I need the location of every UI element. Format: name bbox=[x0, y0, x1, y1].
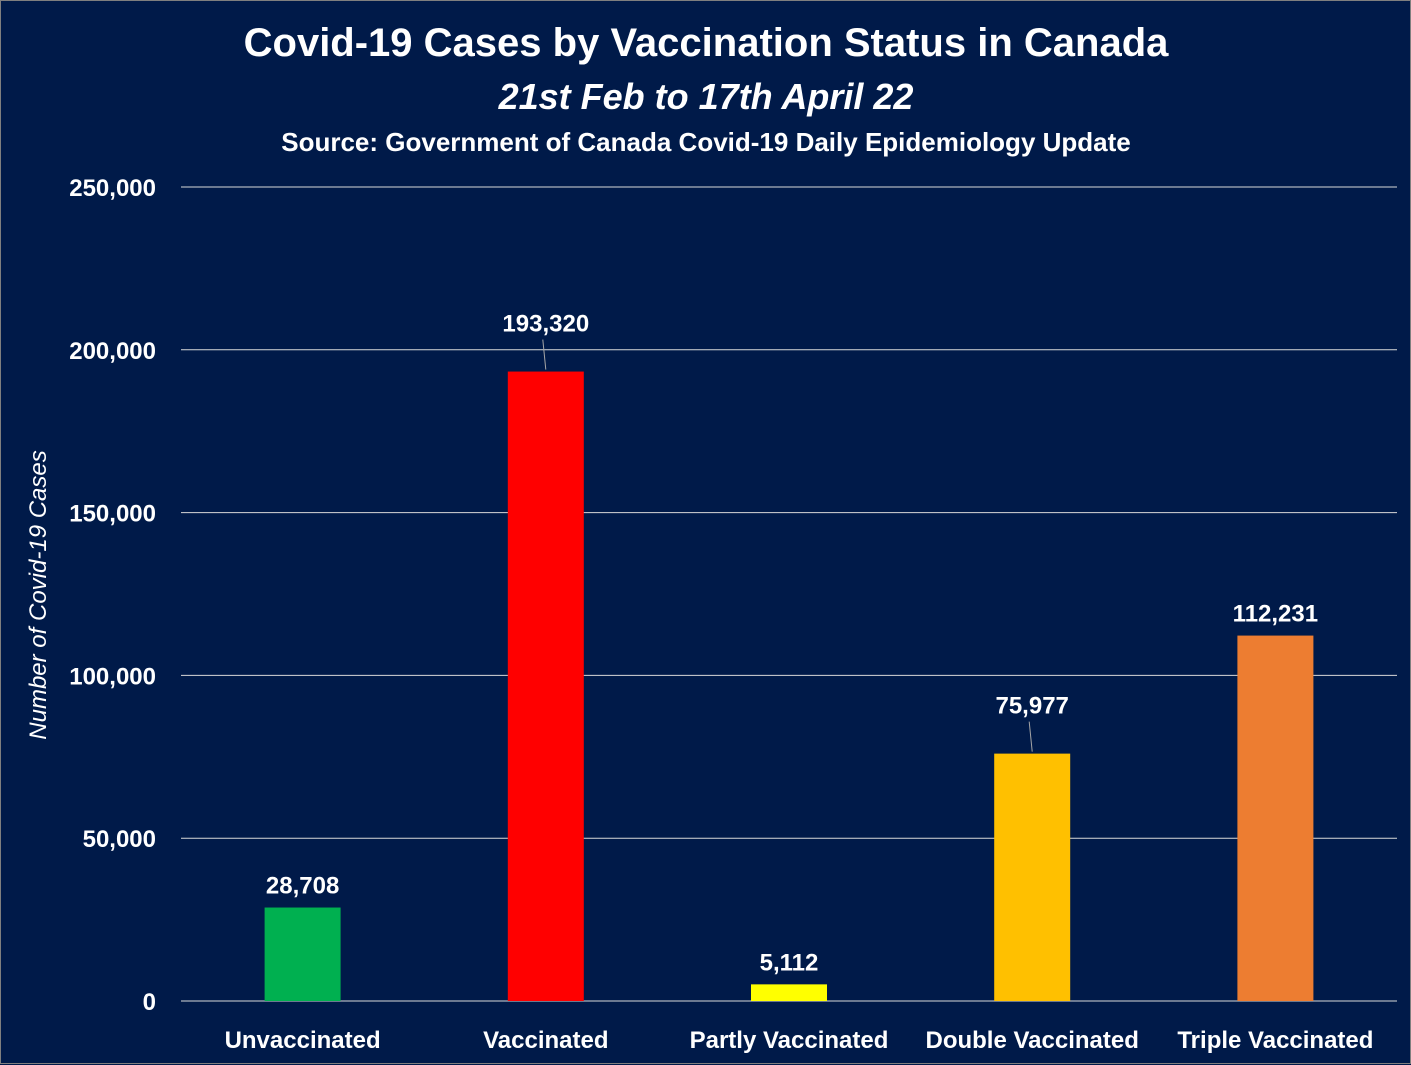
y-axis-label: Number of Covid-19 Cases bbox=[25, 450, 52, 739]
x-category-label: Vaccinated bbox=[483, 1027, 608, 1054]
bar bbox=[1237, 635, 1314, 1001]
x-category-label: Triple Vaccinated bbox=[1177, 1027, 1373, 1054]
y-tick-label: 150,000 bbox=[69, 501, 156, 528]
leader-line bbox=[542, 339, 547, 370]
chart-subtitle: 21st Feb to 17th April 22 bbox=[498, 76, 914, 117]
data-label: 193,320 bbox=[502, 311, 589, 338]
x-category-label: Double Vaccinated bbox=[925, 1027, 1138, 1054]
y-tick-label: 100,000 bbox=[69, 663, 156, 690]
data-label: 5,112 bbox=[760, 949, 819, 976]
data-label: 75,977 bbox=[995, 693, 1068, 720]
x-category-label: Partly Vaccinated bbox=[690, 1027, 889, 1054]
bars bbox=[264, 371, 1314, 1002]
bar bbox=[264, 907, 341, 1001]
data-label: 28,708 bbox=[266, 873, 339, 900]
bar bbox=[507, 371, 584, 1002]
chart-title: Covid-19 Cases by Vaccination Status in … bbox=[244, 21, 1170, 65]
data-label: 112,231 bbox=[1233, 601, 1318, 628]
y-tick-label: 200,000 bbox=[69, 338, 156, 365]
y-tick-label: 50,000 bbox=[83, 826, 156, 853]
y-tick-label: 0 bbox=[143, 989, 156, 1016]
chart-source: Source: Government of Canada Covid-19 Da… bbox=[281, 127, 1131, 157]
data-labels: 28,708 193,320 5,112 75,977 112,231 bbox=[266, 311, 1318, 977]
gridlines bbox=[181, 186, 1397, 1002]
y-axis-ticks: 0 50,000 100,000 150,000 200,000 250,000 bbox=[69, 175, 156, 1016]
bar bbox=[751, 984, 827, 1001]
x-category-label: Unvaccinated bbox=[225, 1027, 381, 1054]
bar bbox=[994, 753, 1071, 1001]
x-axis-categories: Unvaccinated Vaccinated Partly Vaccinated D… bbox=[225, 1027, 1374, 1054]
leader-line bbox=[1028, 721, 1033, 752]
y-tick-label: 250,000 bbox=[69, 175, 156, 202]
